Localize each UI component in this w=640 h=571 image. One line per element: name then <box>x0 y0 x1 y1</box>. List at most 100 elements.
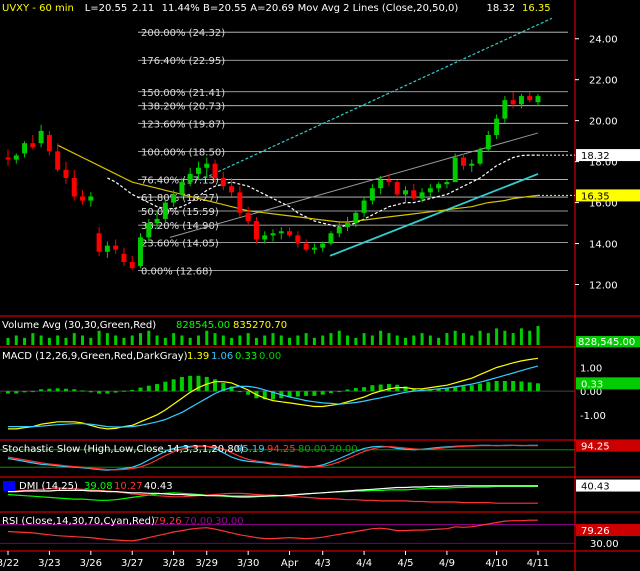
volume-bar <box>503 330 507 345</box>
candle-body <box>510 100 516 105</box>
fib-level-label: 100.00% (18.50) <box>141 147 225 158</box>
volume-bar <box>304 333 308 345</box>
x-tick-label: 4/5 <box>397 558 413 569</box>
volume-bar <box>379 330 383 345</box>
candle-body <box>13 155 19 160</box>
stoch-value-4: 20.00 <box>329 444 358 455</box>
candle-body <box>212 163 218 179</box>
volume-bar <box>221 335 225 345</box>
price-tick-label: 14.00 <box>589 240 618 251</box>
volume-bar <box>139 333 142 345</box>
macd-histogram-bar <box>370 385 375 392</box>
candle-body <box>353 212 359 224</box>
macd-histogram-bar <box>527 382 532 392</box>
volume-bar <box>279 335 283 345</box>
macd-histogram-bar <box>130 389 135 392</box>
header-field: 18.32 <box>487 3 516 14</box>
candle-body <box>171 194 177 203</box>
macd-value-4: 0.00 <box>259 351 281 362</box>
macd-histogram-bar <box>171 379 176 392</box>
volume-bar <box>23 337 27 345</box>
macd-histogram-bar <box>6 391 10 394</box>
rsi-tag <box>576 524 640 536</box>
price-tick-label: 16.00 <box>589 199 618 210</box>
macd-histogram-bar <box>345 389 350 392</box>
x-tick-label: 4/4 <box>356 558 372 569</box>
candle-body <box>452 157 458 183</box>
candle-body <box>179 182 185 195</box>
candle-body <box>220 178 226 187</box>
macd-histogram-bar <box>353 388 358 392</box>
macd-histogram-bar <box>113 391 118 393</box>
candle-body <box>113 245 119 250</box>
fib-level-label: 138.20% (20.73) <box>141 102 225 113</box>
fib-level-label: 200.00% (24.32) <box>141 28 225 39</box>
volume-bar <box>486 333 490 345</box>
candle-body <box>502 100 508 119</box>
macd-histogram-bar <box>378 384 383 392</box>
volume-bar <box>130 335 134 345</box>
volume-bar <box>6 337 10 345</box>
macd-histogram-bar <box>444 388 449 392</box>
macd-histogram-bar <box>39 389 44 392</box>
candle-body <box>88 196 94 201</box>
macd-histogram-bar <box>304 391 309 396</box>
x-tick-label: 3/28 <box>162 558 184 569</box>
header-field: Mov Avg 2 Lines (Close,20,50,0) <box>298 3 459 14</box>
dmi-title: DMI (14,25) <box>19 481 78 492</box>
volume-bar <box>445 333 449 345</box>
volume-bar <box>155 335 159 345</box>
volume-bar <box>461 333 465 345</box>
macd-histogram-bar <box>88 391 93 393</box>
macd-histogram-bar <box>138 387 143 392</box>
candle-body <box>162 202 168 219</box>
macd-histogram-bar <box>80 390 85 392</box>
price-tag <box>576 189 640 202</box>
candle-body <box>369 188 375 201</box>
macd-histogram-bar <box>403 386 408 392</box>
volume-bar <box>288 337 292 345</box>
candle-body <box>237 192 243 213</box>
fib-level-label: 123.60% (19.87) <box>141 119 225 130</box>
candle-body <box>469 163 475 166</box>
candle-body <box>195 167 201 174</box>
candle-body <box>345 223 351 228</box>
candle-body <box>336 227 342 234</box>
volume-bar <box>536 326 540 345</box>
volume-bar <box>81 335 85 345</box>
macd-line <box>8 357 539 430</box>
volume-tag-label: 828,545.00 <box>578 337 635 348</box>
macd-histogram-bar <box>262 391 267 400</box>
candle-body <box>104 245 110 252</box>
macd-histogram-bar <box>287 391 292 398</box>
x-tick-label: 4/3 <box>315 558 331 569</box>
volume-bar <box>337 330 341 345</box>
header-field: A=20.69 <box>250 3 294 14</box>
candle-body <box>295 235 301 244</box>
macd-tick-label: -1.00 <box>580 411 606 422</box>
stoch-value-3: 80.00 <box>298 444 327 455</box>
macd-histogram-bar <box>436 388 441 392</box>
macd-histogram-bar <box>411 388 416 392</box>
volume-bar <box>105 333 109 345</box>
candle-body <box>63 169 69 179</box>
volume-bar <box>114 335 118 345</box>
macd-histogram-bar <box>63 388 68 392</box>
volume-bar <box>453 330 457 345</box>
macd-value-3: 0.33 <box>235 351 257 362</box>
price-tick-label: 18.00 <box>589 158 618 169</box>
x-tick-label: 3/27 <box>121 558 143 569</box>
volume-bar <box>470 335 474 345</box>
fib-level-label: 38.20% (14.90) <box>141 221 219 232</box>
macd-histogram-bar <box>461 386 466 392</box>
macd-histogram-bar <box>179 376 184 392</box>
volume-bar <box>404 337 407 345</box>
candle-body <box>427 188 433 193</box>
candle-body <box>411 190 417 199</box>
volume-bar <box>97 330 101 345</box>
candle-body <box>403 190 408 195</box>
candle-body <box>262 235 268 240</box>
macd-histogram-bar <box>478 383 483 392</box>
macd-histogram-bar <box>486 382 491 392</box>
dmi-icon <box>3 481 15 491</box>
